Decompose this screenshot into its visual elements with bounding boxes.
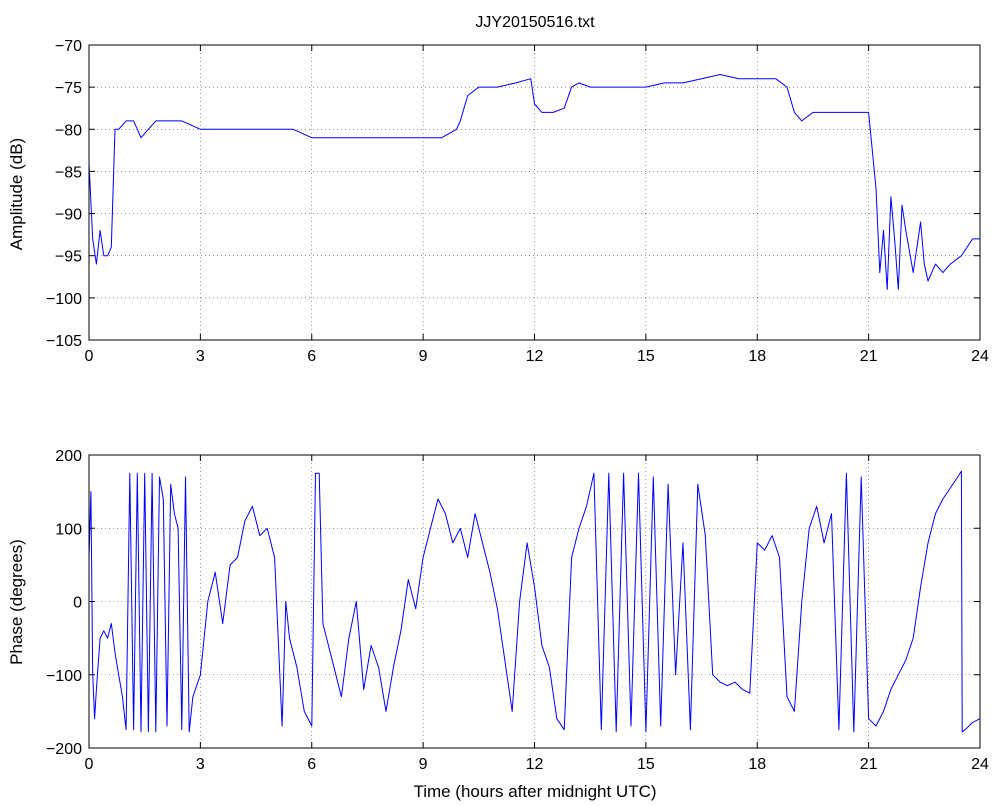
amplitude-y-axis-label: Amplitude (dB) [7, 138, 26, 250]
phase-y-tick-label: 200 [55, 448, 82, 465]
amplitude-y-tick-label: −80 [55, 122, 82, 139]
phase-series-line [88, 470, 981, 733]
phase-x-axis-label: Time (hours after midnight UTC) [413, 782, 656, 801]
phase-x-tick-label: 21 [860, 756, 878, 773]
phase-x-tick-label: 24 [971, 756, 989, 773]
amplitude-ticks: 0 3 6 9 12 15 18 21 24 −105 −100 −95 −90 −85 −80 −75 −70 [46, 38, 989, 365]
amplitude-x-tick-label: 9 [419, 348, 428, 365]
amplitude-x-tick-label: 6 [307, 348, 316, 365]
amplitude-x-tick-label: 0 [85, 348, 94, 365]
phase-x-tick-label: 3 [196, 756, 205, 773]
phase-y-tick-label: −200 [46, 741, 82, 758]
amplitude-x-tick-label: 18 [748, 348, 766, 365]
amplitude-x-tick-label: 3 [196, 348, 205, 365]
phase-x-tick-label: 12 [526, 756, 544, 773]
phase-y-tick-label: 0 [73, 595, 82, 612]
phase-x-tick-label: 6 [307, 756, 316, 773]
chart-title: JJY20150516.txt [475, 14, 595, 31]
amplitude-y-tick-label: −90 [55, 207, 82, 224]
phase-y-tick-label: −100 [46, 668, 82, 685]
phase-x-tick-label: 9 [419, 756, 428, 773]
amplitude-y-tick-label: −85 [55, 164, 82, 181]
amplitude-x-tick-label: 15 [637, 348, 655, 365]
phase-y-tick-label: 100 [55, 521, 82, 538]
phase-x-tick-label: 15 [637, 756, 655, 773]
phase-y-axis-label: Phase (degrees) [7, 539, 26, 665]
phase-grid [89, 455, 980, 748]
amplitude-y-tick-label: −95 [55, 249, 82, 266]
amplitude-y-tick-label: −100 [46, 291, 82, 308]
phase-panel: 0 3 6 9 12 15 18 21 24 −200 −100 0 100 200 Phase (deg… [7, 448, 989, 801]
amplitude-y-tick-label: −70 [55, 38, 82, 55]
amplitude-y-tick-label: −105 [46, 333, 82, 350]
amplitude-x-tick-label: 12 [526, 348, 544, 365]
phase-ticks: 0 3 6 9 12 15 18 21 24 −200 −100 0 100 200 [46, 448, 989, 773]
amplitude-series-line [88, 74, 980, 290]
phase-x-tick-label: 0 [85, 756, 94, 773]
phase-axes-frame [88, 454, 981, 749]
phase-x-tick-label: 18 [748, 756, 766, 773]
amplitude-x-tick-label: 21 [860, 348, 878, 365]
amplitude-grid [89, 45, 980, 340]
amplitude-x-tick-label: 24 [971, 348, 989, 365]
amplitude-y-tick-label: −75 [55, 80, 82, 97]
amplitude-panel: JJY20150516.txt 0 3 6 9 12 15 18 21 24 −105 −100 −9… [7, 14, 989, 365]
